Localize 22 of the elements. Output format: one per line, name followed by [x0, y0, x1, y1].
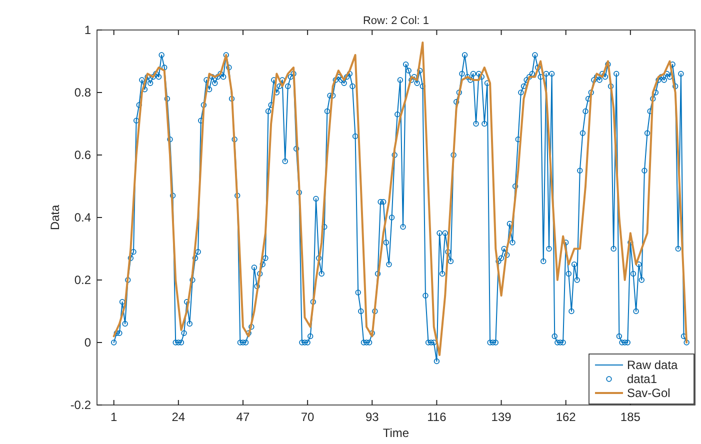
x-tick-label: 162	[556, 410, 576, 424]
x-tick-label: 70	[300, 410, 315, 424]
x-tick-label: 93	[365, 410, 380, 424]
legend-label: data1	[627, 372, 658, 386]
legend-label: Sav-Gol	[627, 386, 670, 400]
y-tick-label: 1	[84, 23, 92, 37]
x-tick-label: 1	[110, 410, 118, 424]
x-tick-label: 185	[620, 410, 641, 424]
chart-title: Row: 2 Col: 1	[362, 15, 430, 27]
y-tick-label: 0	[84, 336, 92, 350]
x-tick-label: 116	[427, 410, 447, 424]
x-tick-label: 24	[172, 410, 186, 424]
y-tick-label: 0.6	[74, 148, 92, 162]
y-tick-label: 0.2	[74, 273, 92, 287]
legend-label: Raw data	[627, 358, 678, 372]
y-tick-label: 0.8	[74, 86, 92, 100]
x-tick-label: 47	[236, 410, 250, 424]
x-tick-label: 139	[491, 410, 512, 424]
y-axis-title: Data	[48, 204, 62, 230]
y-tick-label: 0.4	[74, 210, 92, 224]
x-axis-title: Time	[382, 426, 410, 440]
y-tick-label: -0.2	[70, 398, 92, 412]
